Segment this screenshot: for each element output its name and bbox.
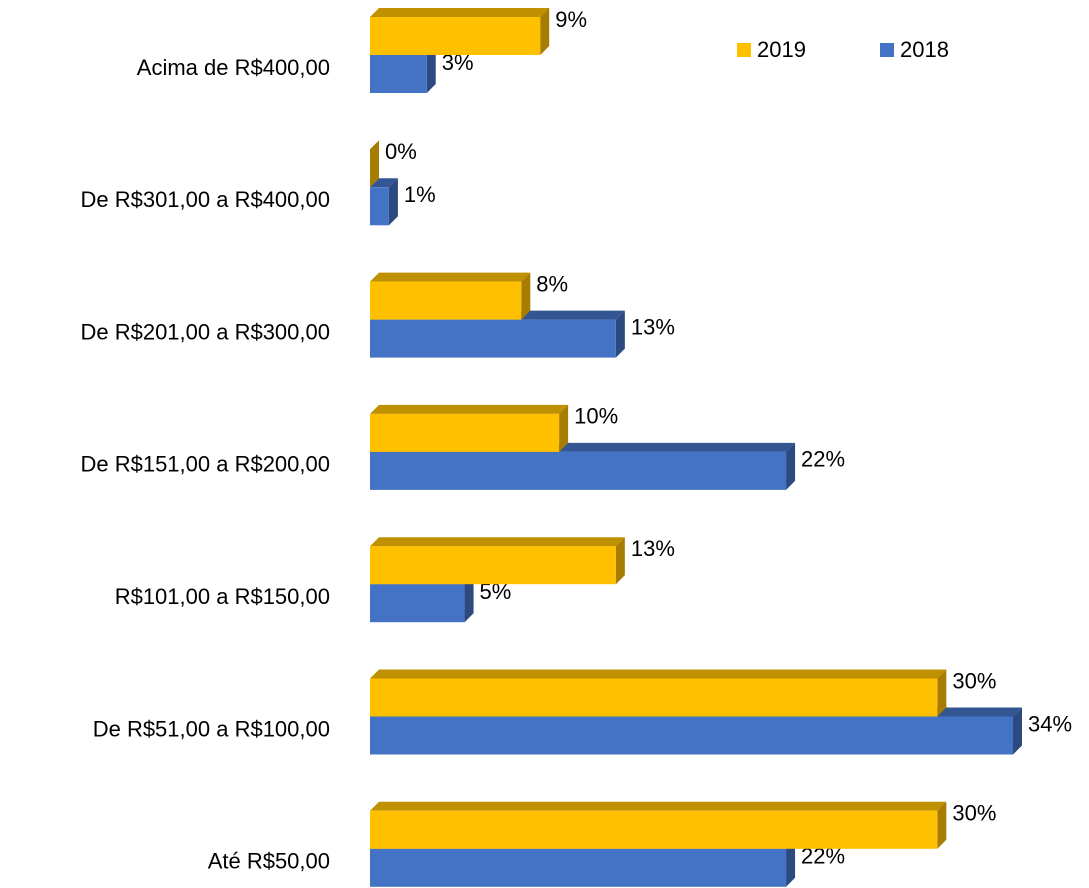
bar-front (370, 716, 1013, 755)
bar (370, 669, 947, 717)
bar (370, 140, 379, 188)
bar-front (370, 281, 522, 320)
legend-label: 2018 (900, 37, 949, 62)
bar-top (370, 178, 398, 188)
bar (370, 178, 398, 226)
bar-side (464, 575, 474, 623)
category-label: De R$301,00 a R$400,00 (80, 187, 330, 212)
bar-top (370, 669, 947, 679)
data-label: 30% (952, 801, 996, 826)
bar-front (370, 451, 787, 490)
bar-front (370, 187, 389, 226)
bar-side (370, 140, 379, 188)
bar-side (786, 442, 796, 490)
data-label: 22% (801, 447, 845, 472)
bar (370, 272, 531, 320)
data-label: 8% (536, 271, 568, 296)
bar (370, 404, 569, 452)
bar-front (370, 546, 616, 585)
legend-swatch (880, 43, 894, 57)
category-label: De R$201,00 a R$300,00 (80, 319, 330, 344)
category-label: De R$151,00 a R$200,00 (80, 452, 330, 477)
category-label: Até R$50,00 (208, 849, 330, 874)
bar-front (370, 319, 616, 358)
bar (370, 801, 947, 849)
data-label: 34% (1028, 711, 1072, 736)
bar-top (370, 272, 531, 282)
legend-label: 2019 (757, 37, 806, 62)
category-label: R$101,00 a R$150,00 (115, 584, 330, 609)
bar-side (559, 404, 569, 452)
bar (370, 8, 550, 55)
bar-front (370, 17, 541, 55)
bar-side (937, 801, 947, 849)
data-label: 9% (555, 7, 587, 32)
category-label: De R$51,00 a R$100,00 (93, 716, 330, 741)
bar-top (370, 537, 625, 547)
data-label: 0% (385, 139, 417, 164)
legend-swatch (737, 43, 751, 57)
bar-front (370, 678, 938, 717)
bar-front (370, 584, 465, 623)
bar-side (786, 839, 796, 887)
bar-side (540, 8, 550, 55)
bar (370, 537, 625, 585)
bar-top (370, 404, 569, 414)
data-label: 30% (952, 668, 996, 693)
bar-side (426, 46, 436, 93)
bar-front (370, 413, 560, 452)
bar-top (370, 801, 947, 811)
data-label: 13% (631, 314, 675, 339)
bar-side (521, 272, 531, 320)
bar-front (370, 848, 787, 887)
data-label: 1% (404, 182, 436, 207)
bar-side (615, 537, 625, 585)
data-label: 13% (631, 536, 675, 561)
bar-side (388, 178, 398, 226)
bar-front (370, 810, 938, 849)
bar-top (370, 8, 550, 17)
bar-front (370, 55, 427, 93)
bar-side (615, 310, 625, 358)
bar-side (1013, 707, 1022, 755)
bar-side (937, 669, 947, 717)
data-label: 10% (574, 404, 618, 429)
category-label: Acima de R$400,00 (137, 55, 330, 80)
